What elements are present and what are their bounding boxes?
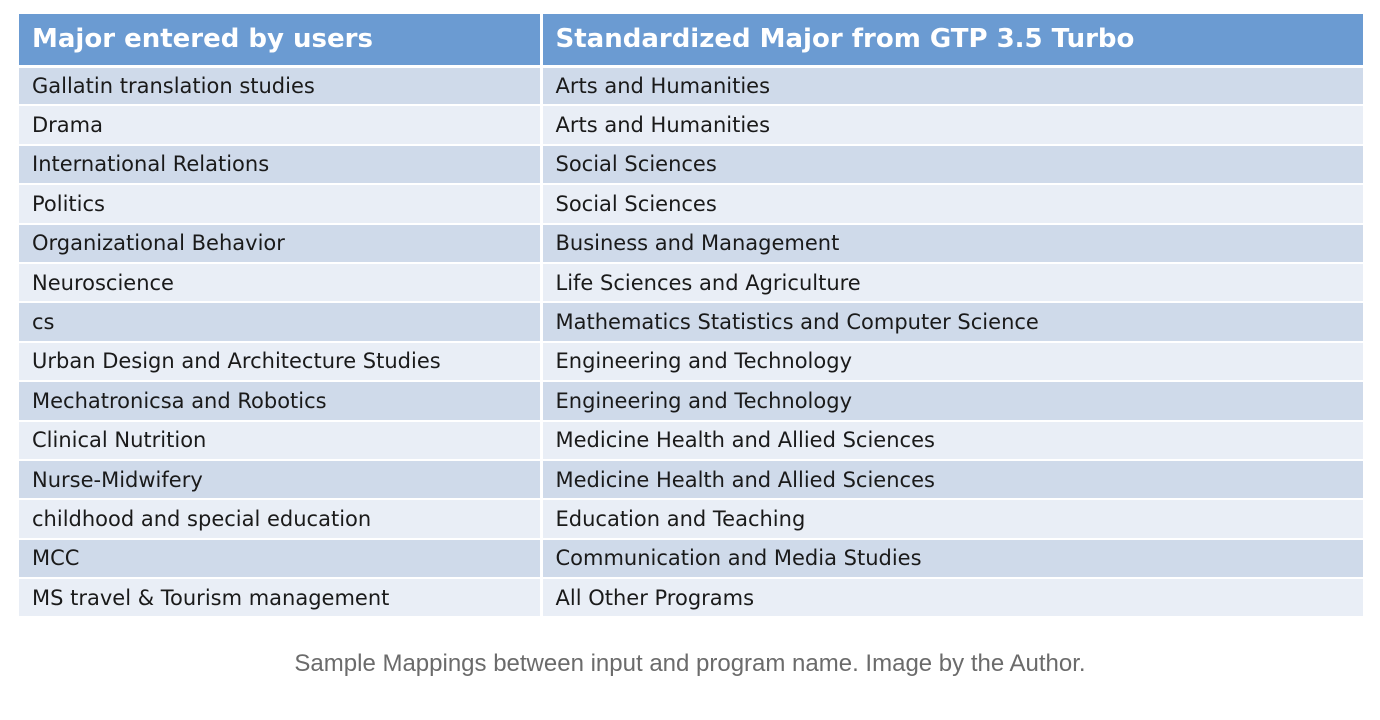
cell-standardized-major: Arts and Humanities — [541, 105, 1363, 146]
table-row: Gallatin translation studies Arts and Hum… — [19, 66, 1363, 107]
cell-user-major: MS travel & Tourism management — [19, 578, 543, 619]
cell-user-major: Mechatronicsa and Robotics — [19, 381, 543, 422]
header-standardized-major: Standardized Major from GTP 3.5 Turbo — [541, 14, 1363, 68]
table-row: International Relations Social Sciences — [19, 144, 1363, 186]
cell-user-major: Neuroscience — [19, 262, 543, 304]
cell-standardized-major: Social Sciences — [541, 184, 1363, 225]
cell-standardized-major: Mathematics Statistics and Computer Scie… — [541, 302, 1363, 343]
cell-user-major: Gallatin translation studies — [19, 66, 543, 107]
table-row: MS travel & Tourism management All Other … — [19, 578, 1363, 619]
table-row: Nurse-Midwifery Medicine Health and Allie… — [19, 459, 1363, 501]
cell-user-major: Drama — [19, 105, 543, 146]
table-body: Gallatin translation studies Arts and Hum… — [19, 66, 1363, 619]
cell-user-major: Clinical Nutrition — [19, 420, 543, 461]
cell-user-major: Nurse-Midwifery — [19, 459, 543, 501]
table-row: Politics Social Sciences — [19, 184, 1363, 225]
cell-standardized-major: Engineering and Technology — [541, 341, 1363, 383]
cell-standardized-major: Education and Teaching — [541, 499, 1363, 540]
table-row: childhood and special education Education… — [19, 499, 1363, 540]
mapping-table-container: Major entered by users Standardized Majo… — [19, 14, 1363, 619]
cell-standardized-major: Business and Management — [541, 223, 1363, 264]
table-row: Mechatronicsa and Robotics Engineering an… — [19, 381, 1363, 422]
figure-caption: Sample Mappings between input and progra… — [294, 650, 1086, 677]
table-row: MCC Communication and Media Studies — [19, 538, 1363, 580]
table-header: Major entered by users Standardized Majo… — [19, 14, 1363, 68]
cell-user-major: Urban Design and Architecture Studies — [19, 341, 543, 383]
cell-user-major: cs — [19, 302, 543, 343]
mapping-table: Major entered by users Standardized Majo… — [19, 14, 1363, 619]
cell-standardized-major: Medicine Health and Allied Sciences — [541, 459, 1363, 501]
cell-standardized-major: Arts and Humanities — [541, 66, 1363, 107]
header-major-entered: Major entered by users — [19, 14, 543, 68]
header-row: Major entered by users Standardized Majo… — [19, 14, 1363, 68]
cell-user-major: Organizational Behavior — [19, 223, 543, 264]
table-row: Neuroscience Life Sciences and Agricultur… — [19, 262, 1363, 304]
cell-user-major: Politics — [19, 184, 543, 225]
table-row: cs Mathematics Statistics and Computer Sc… — [19, 302, 1363, 343]
cell-standardized-major: Life Sciences and Agriculture — [541, 262, 1363, 304]
table-row: Clinical Nutrition Medicine Health and Al… — [19, 420, 1363, 461]
table-row: Urban Design and Architecture Studies Eng… — [19, 341, 1363, 383]
cell-user-major: childhood and special education — [19, 499, 543, 540]
cell-user-major: International Relations — [19, 144, 543, 186]
cell-standardized-major: Medicine Health and Allied Sciences — [541, 420, 1363, 461]
cell-standardized-major: Communication and Media Studies — [541, 538, 1363, 580]
cell-user-major: MCC — [19, 538, 543, 580]
cell-standardized-major: Social Sciences — [541, 144, 1363, 186]
table-row: Drama Arts and Humanities — [19, 105, 1363, 146]
cell-standardized-major: Engineering and Technology — [541, 381, 1363, 422]
cell-standardized-major: All Other Programs — [541, 578, 1363, 619]
table-row: Organizational Behavior Business and Mana… — [19, 223, 1363, 264]
